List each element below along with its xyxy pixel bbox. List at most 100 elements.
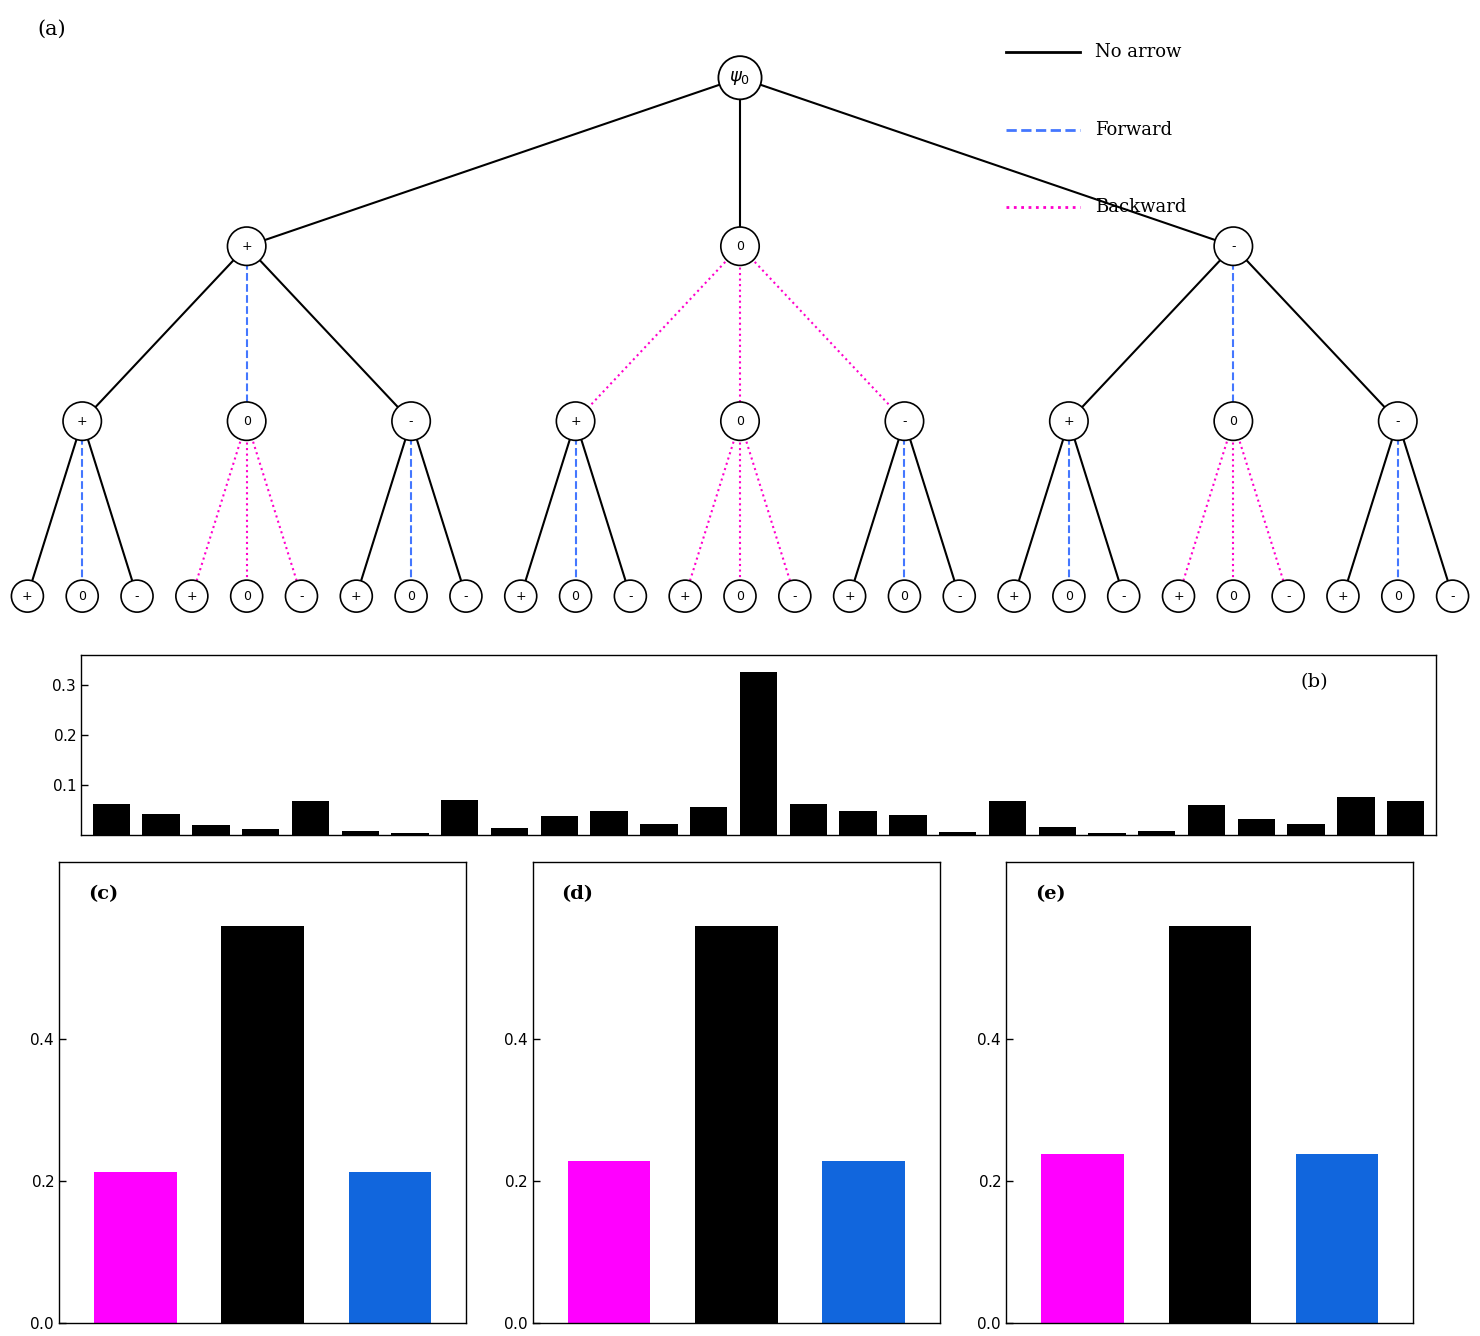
Text: +: + — [1009, 589, 1020, 603]
Ellipse shape — [1214, 402, 1252, 441]
Text: +: + — [570, 414, 580, 428]
Text: 0: 0 — [1066, 589, 1073, 603]
Ellipse shape — [885, 402, 924, 441]
Bar — [591, 811, 628, 835]
Bar — [1387, 800, 1424, 835]
Text: +: + — [1174, 589, 1184, 603]
Text: 0: 0 — [407, 589, 414, 603]
Ellipse shape — [1382, 580, 1413, 612]
Ellipse shape — [721, 402, 759, 441]
Bar — [95, 1172, 176, 1323]
Bar — [823, 1161, 904, 1323]
Ellipse shape — [340, 580, 373, 612]
Ellipse shape — [450, 580, 482, 612]
Bar — [568, 1161, 650, 1323]
Bar — [1169, 926, 1251, 1323]
Bar — [93, 804, 130, 835]
Text: -: - — [958, 589, 962, 603]
Ellipse shape — [121, 580, 152, 612]
Text: $\psi_0$: $\psi_0$ — [730, 68, 750, 87]
Text: +: + — [22, 589, 33, 603]
Bar — [540, 816, 579, 835]
Text: +: + — [679, 589, 691, 603]
Text: Backward: Backward — [1095, 198, 1187, 216]
Text: 0: 0 — [736, 414, 744, 428]
Text: (d): (d) — [561, 884, 593, 903]
Bar — [491, 828, 528, 835]
Bar — [142, 814, 179, 835]
Text: (c): (c) — [87, 884, 118, 903]
Text: (e): (e) — [1035, 884, 1066, 903]
Text: -: - — [1450, 589, 1455, 603]
Ellipse shape — [1049, 402, 1088, 441]
Text: (a): (a) — [37, 20, 65, 39]
Ellipse shape — [505, 580, 537, 612]
Ellipse shape — [1162, 580, 1194, 612]
Text: 0: 0 — [900, 589, 909, 603]
Text: +: + — [351, 589, 361, 603]
Bar — [889, 815, 926, 835]
Bar — [292, 800, 329, 835]
Text: 0: 0 — [736, 589, 744, 603]
Text: +: + — [844, 589, 855, 603]
Bar — [1039, 827, 1076, 835]
Bar — [1042, 1154, 1123, 1323]
Text: 0: 0 — [243, 414, 250, 428]
Text: -: - — [1231, 239, 1236, 253]
Text: +: + — [515, 589, 525, 603]
Ellipse shape — [888, 580, 921, 612]
Ellipse shape — [1107, 580, 1140, 612]
Bar — [342, 831, 379, 835]
Bar — [690, 807, 727, 835]
Ellipse shape — [228, 402, 266, 441]
Text: 0: 0 — [1394, 589, 1402, 603]
Ellipse shape — [721, 227, 759, 266]
Bar — [1188, 804, 1225, 835]
Text: +: + — [241, 239, 252, 253]
Text: -: - — [793, 589, 798, 603]
Ellipse shape — [286, 580, 318, 612]
Text: (b): (b) — [1301, 673, 1328, 691]
Text: -: - — [408, 414, 413, 428]
Text: 0: 0 — [243, 589, 250, 603]
Bar — [938, 832, 977, 835]
Bar — [192, 824, 229, 835]
Text: Forward: Forward — [1095, 120, 1172, 139]
Text: -: - — [1286, 589, 1291, 603]
Ellipse shape — [556, 402, 595, 441]
Bar — [1237, 819, 1276, 835]
Bar — [1338, 798, 1375, 835]
Bar — [349, 1172, 431, 1323]
Bar — [1288, 824, 1325, 835]
Ellipse shape — [67, 580, 98, 612]
Text: -: - — [1122, 589, 1126, 603]
Ellipse shape — [943, 580, 975, 612]
Ellipse shape — [1328, 580, 1359, 612]
Ellipse shape — [833, 580, 866, 612]
Text: -: - — [1396, 414, 1400, 428]
Text: 0: 0 — [1230, 589, 1237, 603]
Ellipse shape — [669, 580, 702, 612]
Ellipse shape — [395, 580, 428, 612]
Ellipse shape — [1437, 580, 1468, 612]
Text: +: + — [1338, 589, 1348, 603]
Text: -: - — [299, 589, 303, 603]
Text: -: - — [903, 414, 907, 428]
Bar — [790, 804, 827, 835]
Ellipse shape — [1218, 580, 1249, 612]
Ellipse shape — [231, 580, 262, 612]
Bar — [391, 834, 429, 835]
Text: -: - — [628, 589, 632, 603]
Text: 0: 0 — [78, 589, 86, 603]
Bar — [1088, 834, 1126, 835]
Ellipse shape — [998, 580, 1030, 612]
Bar — [696, 926, 777, 1323]
Bar — [241, 828, 280, 835]
Bar — [441, 800, 478, 835]
Bar — [1138, 831, 1175, 835]
Text: 0: 0 — [736, 239, 744, 253]
Bar — [1296, 1154, 1378, 1323]
Ellipse shape — [12, 580, 43, 612]
Bar — [839, 811, 876, 835]
Ellipse shape — [614, 580, 647, 612]
